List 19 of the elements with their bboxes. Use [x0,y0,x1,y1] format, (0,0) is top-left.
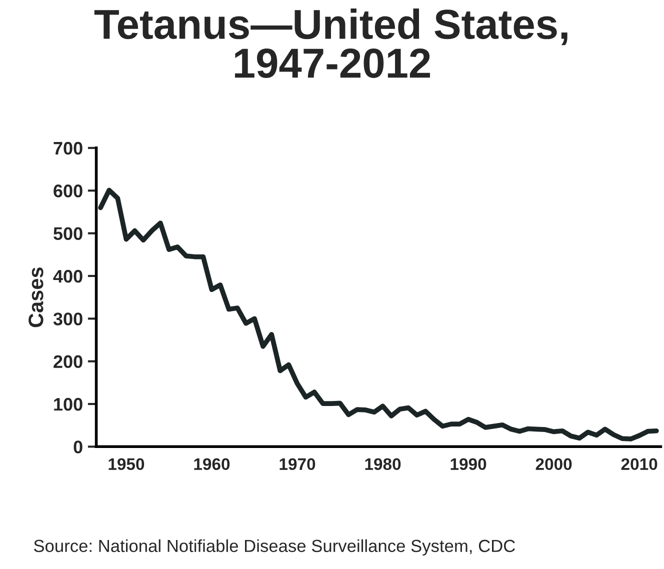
y-axis-title: Cases [28,267,44,328]
x-tick-label: 1990 [450,458,486,470]
source-note: Source: National Notifiable Disease Surveillance System, CDC [34,539,515,556]
y-tick-label: 700 [54,142,82,155]
y-tick-label: 100 [54,398,82,411]
y-tick-label: 600 [54,184,82,198]
x-tick-label: 2000 [536,458,572,470]
x-tick-label: 2010 [621,458,658,470]
x-tick-label: 1980 [365,458,401,470]
y-tick-label: 300 [53,312,82,326]
y-tick-label: 500 [54,227,82,240]
x-tick-label: 1970 [280,458,316,470]
line-series [98,188,659,442]
y-tick-label: 200 [54,355,82,368]
chart-title: Tetanus—United States, 1947-2012 [94,8,568,78]
x-tick-label: 1950 [108,458,144,470]
y-tick-label: 400 [53,270,82,283]
x-tick-label: 1960 [194,458,230,470]
y-tick-label: 0 [74,440,82,454]
